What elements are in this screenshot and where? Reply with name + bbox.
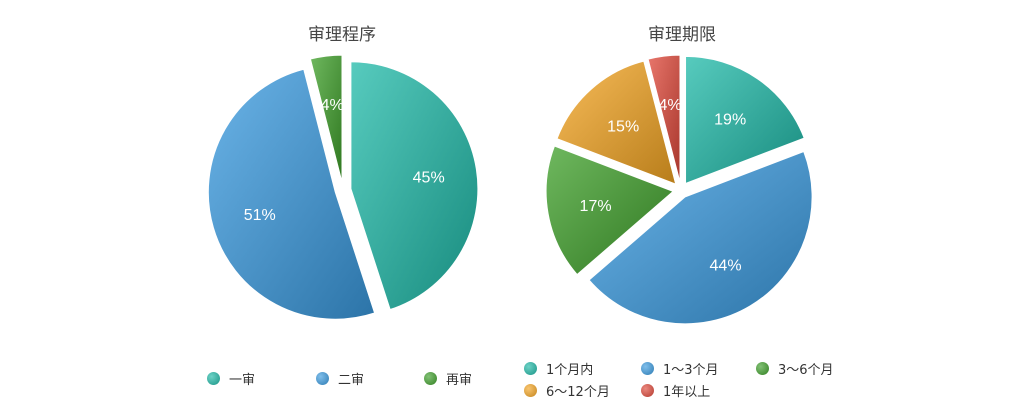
pie-slice-label: 44% <box>710 257 742 274</box>
pie-chart-review-procedure: 45% 51% 4% <box>207 54 479 320</box>
pie-slice <box>556 60 677 185</box>
legend-item[interactable]: 3～6个月 <box>756 359 834 378</box>
chart-1-title: 审理程序 <box>308 25 376 45</box>
legend-label: 1年以上 <box>663 385 711 400</box>
pie-slice-label: 19% <box>714 112 746 129</box>
legend-swatch <box>756 362 769 375</box>
pie-slice <box>685 55 805 185</box>
pie-slice <box>545 145 675 276</box>
legend-swatch <box>524 362 537 375</box>
legend-item[interactable]: 1～3个月 <box>641 359 719 378</box>
legend-item[interactable]: 再审 <box>424 369 472 388</box>
legend-label: 二审 <box>338 373 365 388</box>
pie-slice <box>207 68 376 320</box>
pie-slice <box>647 54 681 183</box>
chart-2-title: 审理期限 <box>648 25 716 45</box>
pie-slice-label: 15% <box>607 118 639 135</box>
legend-swatch <box>641 362 654 375</box>
pie-slice <box>309 54 343 183</box>
pie-slice <box>588 150 813 325</box>
pie-chart-review-period: 19% 44% 17% 15% 4% <box>545 54 813 325</box>
legend-label: 3～6个月 <box>778 363 834 378</box>
legend-swatch <box>524 384 537 397</box>
legend-label: 6～12个月 <box>546 385 610 400</box>
legend-label: 再审 <box>446 373 473 388</box>
pie-slice <box>350 61 479 311</box>
legend-label: 1～3个月 <box>663 363 719 378</box>
pie-slice-label: 4% <box>321 97 344 114</box>
legend-label: 1个月内 <box>546 363 594 378</box>
pie-slice-label: 17% <box>580 198 612 215</box>
legend-swatch <box>316 372 329 385</box>
legend-item[interactable]: 6～12个月 <box>524 381 610 400</box>
pie-slice-label: 45% <box>413 169 445 186</box>
legend-item[interactable]: 1年以上 <box>641 381 710 400</box>
legend-swatch <box>207 372 220 385</box>
legend-swatch <box>641 384 654 397</box>
legend-swatch <box>424 372 437 385</box>
legend-item[interactable]: 一审 <box>207 369 255 388</box>
pie-slice-label: 4% <box>658 97 681 114</box>
pie-slice-label: 51% <box>244 207 276 224</box>
legend-label: 一审 <box>229 373 256 388</box>
legend-item[interactable]: 二审 <box>316 369 364 388</box>
legend-item[interactable]: 1个月内 <box>524 359 593 378</box>
